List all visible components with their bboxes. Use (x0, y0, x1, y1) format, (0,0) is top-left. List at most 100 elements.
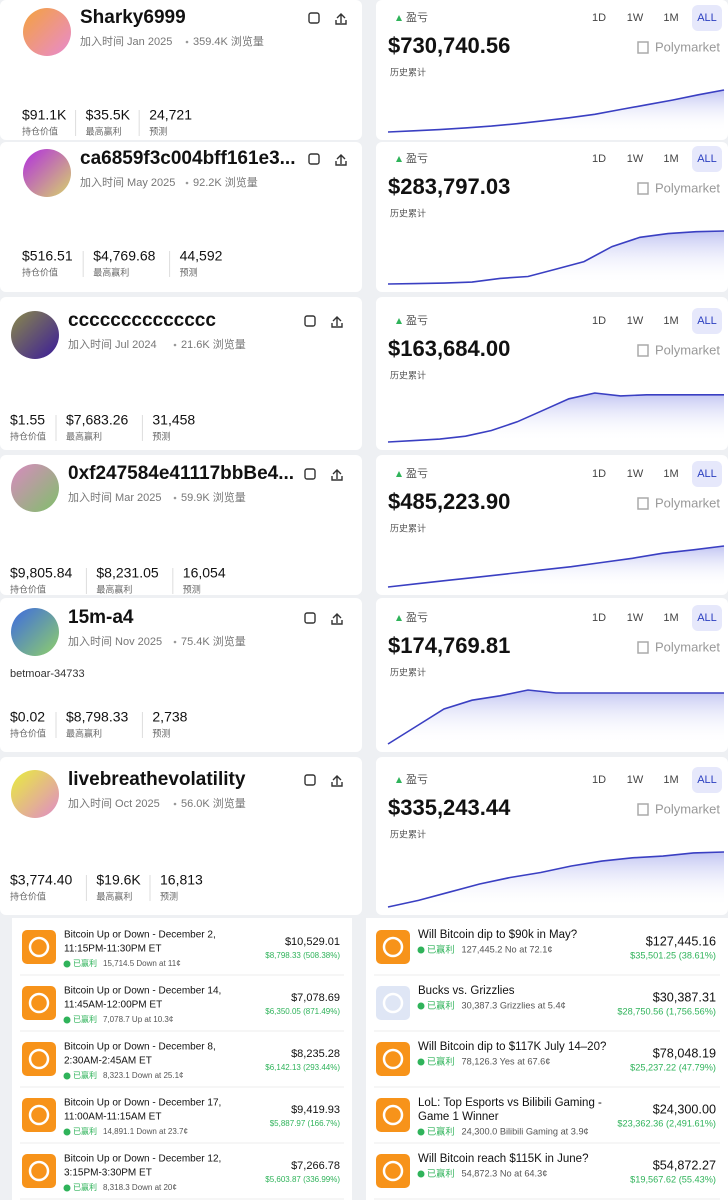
range-button[interactable]: 1M (663, 774, 678, 786)
trade-amount: $30,387.31 (653, 990, 716, 1004)
range-button[interactable]: 1W (627, 774, 644, 786)
pnl-label: 盈亏 (406, 314, 428, 327)
stat-value: $8,798.33 (66, 709, 128, 725)
view-count: 59.9K 浏览量 (181, 490, 246, 504)
avatar (11, 770, 59, 818)
market-icon (22, 1042, 56, 1076)
market-icon (22, 930, 56, 964)
trade-gain: $19,567.62 (55.43%) (630, 1174, 716, 1184)
trade-gain: $25,237.22 (47.79%) (630, 1062, 716, 1072)
trade-title: Bucks vs. Grizzlies (418, 985, 515, 997)
range-active[interactable] (692, 308, 722, 334)
range-button[interactable]: 1M (663, 12, 678, 24)
range-button[interactable]: 1M (663, 612, 678, 624)
trade-gain: $5,887.97 (166.7%) (270, 1119, 341, 1128)
trade-detail: 24,300.0 Bilibili Gaming at 3.9¢ (462, 1126, 589, 1136)
range-button[interactable]: 1W (627, 12, 644, 24)
scan-icon[interactable] (308, 153, 320, 165)
stat-value: $91.1K (22, 107, 67, 123)
check-icon (417, 946, 425, 954)
trade-detail: 7,078.7 Up at 10.3¢ (103, 1015, 173, 1024)
trade-title: 11:15PM-11:30PM ET (64, 944, 161, 955)
scan-icon[interactable] (308, 12, 320, 24)
scan-icon[interactable] (304, 774, 316, 786)
range-active[interactable] (692, 767, 722, 793)
range-button[interactable]: 1M (663, 315, 678, 327)
range-button[interactable]: 1W (627, 315, 644, 327)
username: 15m-a4 (68, 607, 134, 628)
range-button[interactable]: 1D (592, 468, 606, 480)
range-active[interactable] (692, 461, 722, 487)
range-active[interactable] (692, 146, 722, 172)
range-active[interactable] (692, 605, 722, 631)
check-icon (417, 1058, 425, 1066)
market-icon (376, 1098, 410, 1132)
trade-amount: $24,300.00 (653, 1102, 716, 1116)
range-button[interactable]: 1M (663, 153, 678, 165)
check-icon (417, 1128, 425, 1136)
stat-value: 2,738 (152, 709, 187, 725)
range-button[interactable]: 1W (627, 612, 644, 624)
range-button[interactable]: ALL (697, 774, 717, 786)
share-icon[interactable] (335, 13, 347, 25)
stat-value: $516.51 (22, 248, 73, 264)
trade-title: Game 1 Winner (418, 1111, 499, 1123)
icon-mark (382, 936, 404, 958)
pnl-line (387, 851, 725, 908)
pnl-total: $174,769.81 (388, 633, 510, 658)
share-icon[interactable] (335, 154, 347, 166)
pnl-sublabel: 历史累计 (390, 207, 426, 218)
avatar (23, 8, 71, 56)
range-button[interactable]: 1D (592, 774, 606, 786)
pnl-card (376, 0, 728, 140)
range-button[interactable]: 1D (592, 315, 606, 327)
range-button[interactable]: ALL (697, 468, 717, 480)
trade-amount: $7,078.69 (291, 992, 340, 1004)
market-icon (22, 1098, 56, 1132)
trade-amount: $8,235.28 (291, 1048, 340, 1060)
range-button[interactable]: 1W (627, 153, 644, 165)
check-icon (63, 1184, 71, 1192)
trade-title: Will Bitcoin dip to $90k in May? (418, 929, 577, 941)
trade-status: 已赢利 (73, 1070, 97, 1080)
share-icon[interactable] (331, 316, 343, 328)
range-button[interactable]: ALL (697, 153, 717, 165)
join-date: 加入时间 Mar 2025 (68, 491, 162, 504)
range-button[interactable]: 1D (592, 612, 606, 624)
range-button[interactable]: 1W (627, 468, 644, 480)
scan-icon[interactable] (304, 315, 316, 327)
icon-mark (28, 1160, 50, 1182)
stat-label: 预测 (152, 431, 170, 441)
share-icon[interactable] (331, 469, 343, 481)
range-button[interactable]: 1D (592, 12, 606, 24)
trade-gain: $6,350.05 (871.49%) (265, 1007, 340, 1016)
brand: Polymarket (655, 39, 720, 54)
brand-logo (637, 497, 649, 510)
pnl-sublabel: 历史累计 (390, 522, 426, 533)
scan-icon[interactable] (304, 612, 316, 624)
trade-title: 11:00AM-11:15AM ET (64, 1112, 161, 1123)
up-arrow (396, 15, 402, 21)
trade-title: 11:45AM-12:00PM ET (64, 1000, 162, 1011)
range-button[interactable]: 1D (592, 153, 606, 165)
view-count: 92.2K 浏览量 (193, 175, 258, 189)
range-button[interactable]: 1M (663, 468, 678, 480)
trade-detail: 78,126.3 Yes at 67.6¢ (462, 1056, 551, 1066)
range-button[interactable]: ALL (697, 12, 717, 24)
scan-icon[interactable] (304, 468, 316, 480)
share-icon[interactable] (331, 613, 343, 625)
pnl-label: 盈亏 (406, 467, 428, 480)
dot (185, 181, 189, 185)
range-button[interactable]: ALL (697, 612, 717, 624)
profile-card (0, 297, 362, 450)
share-icon[interactable] (331, 775, 343, 787)
range-button[interactable]: ALL (697, 315, 717, 327)
trade-title: 2:30AM-2:45AM ET (64, 1056, 152, 1067)
range-active[interactable] (692, 5, 722, 31)
pnl-total: $730,740.56 (388, 33, 510, 58)
up-arrow (396, 318, 402, 324)
pnl-label: 盈亏 (406, 773, 428, 786)
brand: Polymarket (655, 639, 720, 654)
brand: Polymarket (655, 342, 720, 357)
